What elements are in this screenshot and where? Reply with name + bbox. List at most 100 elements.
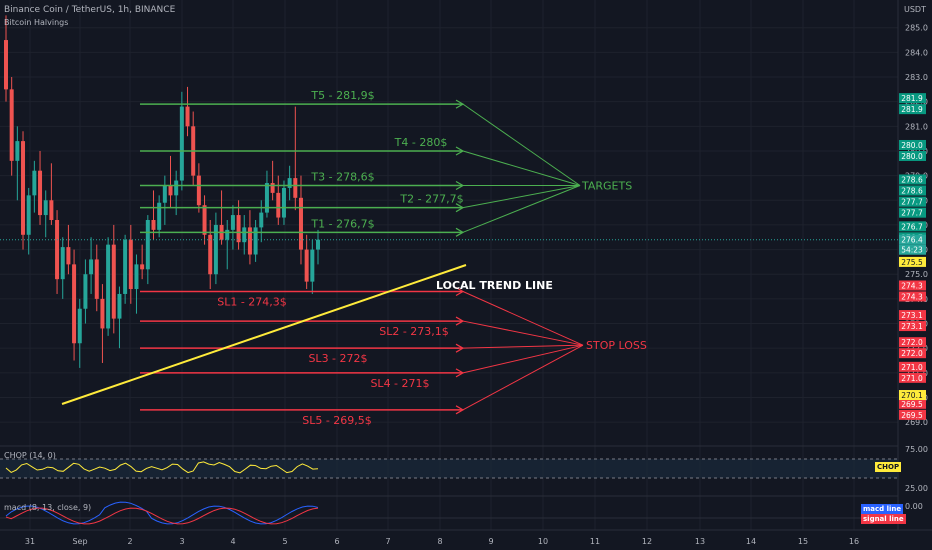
candle-body [72, 264, 77, 344]
x-tick-label: Sep [72, 537, 87, 546]
target-label: T2 - 277,7$ [399, 193, 463, 206]
indicator-title[interactable]: Bitcoin Halvings [4, 18, 69, 27]
stops-label: STOP LOSS [586, 339, 647, 352]
stop-price-tag-box [899, 280, 926, 291]
candle-body [281, 187, 286, 218]
target-price-tag-box [899, 150, 926, 161]
stop-label: SL1 - 274,3$ [217, 295, 287, 308]
candle-body [316, 239, 320, 250]
yellow-price-tag: 270.1 [901, 391, 923, 400]
target-price-tag-box [899, 207, 926, 218]
levels [0, 103, 898, 411]
candle-body [134, 264, 139, 290]
candle-body [202, 205, 207, 235]
x-tick-label: 2 [127, 537, 132, 546]
candle-body [264, 183, 269, 213]
candle-body [270, 183, 275, 193]
trend-label: LOCAL TREND LINE [436, 279, 553, 292]
candle-body [43, 200, 48, 216]
candle-body [128, 239, 133, 290]
candle-body [145, 220, 150, 270]
target-price-tag: 278.6 [901, 186, 923, 195]
macd-tick: 0.00 [905, 502, 923, 511]
level-labels: T5 - 281,9$ T4 - 280$ T3 - 278,6$ T2 - 277,… [217, 89, 647, 427]
candle-body [49, 200, 54, 220]
candle-body [196, 175, 201, 206]
candle-body [83, 274, 88, 309]
candle-body [94, 259, 99, 299]
macd-line [5, 501, 319, 525]
target-price-tag-box [899, 93, 926, 104]
yellow-price-tag-box [899, 256, 926, 267]
x-tick-label: 12 [642, 537, 652, 546]
x-tick-label: 8 [437, 537, 442, 546]
candle-body [21, 141, 26, 235]
stop-price-tag: 272.0 [901, 349, 923, 358]
y-tick-label: 285.0 [905, 24, 928, 33]
candle-body [276, 192, 281, 218]
x-tick-label: 14 [746, 537, 756, 546]
stop-price-tag: 269.5 [901, 400, 923, 409]
candle-body [293, 178, 298, 198]
x-tick-label: 4 [230, 537, 235, 546]
stop-price-tag: 273.1 [901, 311, 923, 320]
price-axis: 285.0284.0283.0282.0281.0280.0279.0278.0… [899, 24, 928, 427]
candle-body [236, 215, 241, 243]
x-tick-label: 16 [849, 537, 859, 546]
target-arrow [462, 184, 581, 209]
x-tick-label: 11 [590, 537, 600, 546]
chop-panel-title[interactable]: CHOP (14, 0) [4, 451, 56, 460]
stop-price-tag-box [899, 337, 926, 348]
stop-price-tag: 272.0 [901, 338, 923, 347]
candle-body [230, 215, 235, 230]
candle-body [298, 197, 303, 250]
signal-line-tag: signal line [861, 514, 906, 524]
candle-body [304, 249, 309, 282]
target-price-tag: 277.7 [901, 198, 923, 207]
candle-body [60, 247, 65, 280]
target-arrow [462, 185, 581, 233]
chop-tick: 75.00 [905, 445, 928, 454]
stop-price-tag-box [899, 361, 926, 372]
chop-band [0, 459, 898, 478]
x-tick-label: 5 [282, 537, 287, 546]
target-price-tag: 281.9 [901, 94, 923, 103]
x-tick-label: 6 [334, 537, 339, 546]
candle-body [100, 298, 105, 329]
target-price-tag: 280.0 [901, 152, 923, 161]
local-trend-line [61, 264, 467, 405]
chop-tick: 25.00 [905, 484, 928, 493]
candle-body [287, 178, 292, 188]
candle-body [179, 106, 184, 181]
candle-body [26, 195, 31, 235]
candle-body [4, 40, 8, 90]
target-price-tag-box [899, 196, 926, 207]
candle-body [259, 212, 264, 228]
stop-price-tag-box [899, 321, 926, 332]
x-tick-label: 7 [385, 537, 390, 546]
candle-body [151, 220, 156, 230]
target-price-tag-box [899, 221, 926, 232]
y-tick-label: 284.0 [905, 48, 928, 57]
chop-tag: CHOP [875, 462, 902, 472]
candle-body [106, 244, 111, 329]
countdown: 54:23 [901, 246, 923, 255]
y-tick-label: 269.0 [905, 418, 928, 427]
stop-price-tag: 271.0 [901, 363, 923, 372]
candle-body [225, 229, 230, 240]
candle-body [123, 239, 128, 294]
candle-body [174, 180, 179, 196]
target-price-tag-box [899, 185, 926, 196]
stop-arrow [462, 344, 584, 349]
macd-panel-title[interactable]: macd (8, 13, close, 9) [4, 503, 92, 512]
yellow-price-tag-box [899, 390, 926, 401]
stop-price-tag: 269.5 [901, 411, 923, 420]
candle-body [117, 293, 122, 319]
symbol-title[interactable]: Binance Coin / TetherUS, 1h, BINANCE [4, 5, 176, 15]
x-tick-label: 13 [695, 537, 705, 546]
stop-label: SL3 - 272$ [308, 352, 367, 365]
current-price-tag-box [899, 234, 926, 245]
stop-price-tag: 273.1 [901, 322, 923, 331]
time-axis: 31 Sep 2 3 4 5 6 7 8 9 10 11 12 13 14 15 16 [25, 537, 859, 546]
